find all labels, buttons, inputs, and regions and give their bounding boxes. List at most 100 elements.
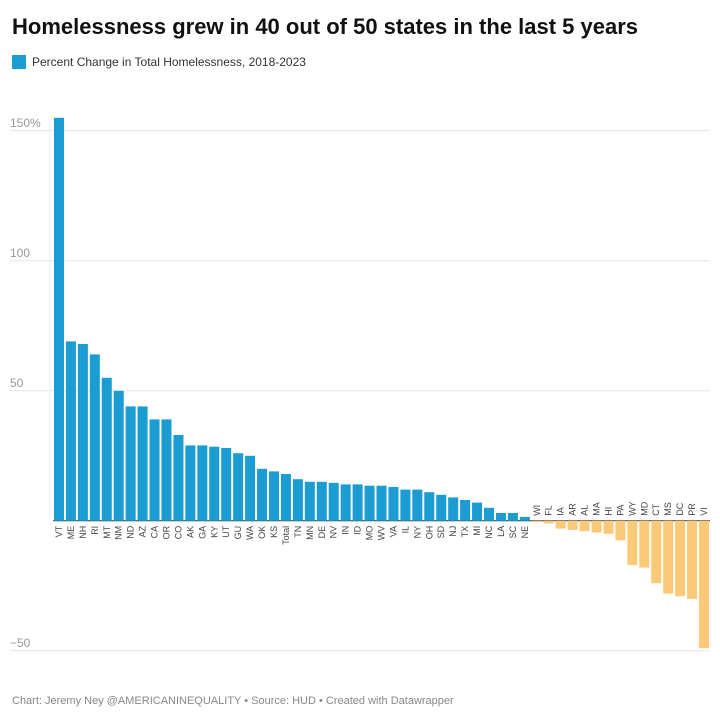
x-tick-label: AR [568, 503, 578, 516]
bar [101, 377, 112, 521]
x-tick-label: DC [675, 502, 685, 515]
x-tick-label: ND [126, 525, 136, 538]
x-tick-label: LA [496, 526, 506, 537]
bar [245, 455, 256, 521]
bar [352, 484, 363, 521]
bar [675, 520, 686, 597]
x-tick-label: TX [460, 526, 470, 538]
bar [161, 419, 172, 521]
y-tick-label: 150% [10, 116, 41, 130]
bar [77, 344, 88, 521]
x-tick-label: KS [269, 526, 279, 538]
x-tick-label: AK [185, 526, 195, 538]
legend-label: Percent Change in Total Homelessness, 20… [32, 55, 306, 69]
bar [651, 520, 662, 584]
x-tick-label: OK [257, 526, 267, 539]
x-tick-label: PR [687, 503, 697, 516]
bar [687, 520, 698, 599]
bar [316, 481, 327, 521]
x-tick-label: IA [556, 507, 566, 516]
bar [328, 482, 339, 521]
y-tick-label: 100 [10, 246, 30, 260]
x-tick-label: ID [353, 525, 363, 535]
bar [257, 468, 268, 521]
x-tick-label: AZ [138, 525, 148, 537]
bar [448, 497, 459, 521]
x-tick-label: VA [388, 526, 398, 537]
x-tick-label: NC [484, 525, 494, 538]
bar [125, 406, 136, 521]
x-tick-label: UT [221, 525, 231, 537]
x-tick-label: VT [54, 525, 64, 537]
y-tick-label: −50 [10, 636, 31, 650]
x-tick-label: CT [651, 503, 661, 515]
bar [699, 520, 710, 649]
bar [639, 520, 650, 568]
bar [555, 520, 566, 529]
y-tick-label: 50 [10, 376, 24, 390]
x-tick-label: GA [197, 526, 207, 539]
bar [495, 513, 506, 521]
x-tick-label: GU [233, 526, 243, 540]
x-tick-label: NM [114, 526, 124, 540]
x-tick-label: WI [532, 505, 542, 516]
bar [436, 494, 447, 521]
chart-title: Homelessness grew in 40 out of 50 states… [12, 14, 638, 39]
bar [412, 489, 423, 521]
bar [519, 516, 530, 521]
x-tick-label: PA [615, 504, 625, 515]
bar [579, 520, 590, 532]
bar [89, 354, 100, 521]
footer: Chart: Jeremy Ney @AMERICANINEQUALITY • … [12, 695, 454, 707]
bar [268, 471, 280, 521]
x-tick-label: NE [520, 526, 530, 539]
x-tick-label: IN [341, 526, 351, 535]
bar [65, 341, 76, 521]
bar [280, 474, 291, 521]
x-tick-label: IL [400, 526, 410, 534]
x-tick-label: HI [603, 507, 613, 516]
bar [472, 502, 483, 521]
x-tick-label: MS [663, 502, 673, 516]
bar [591, 520, 602, 533]
bar [292, 479, 303, 521]
bar [173, 435, 184, 521]
x-tick-label: MO [365, 526, 375, 541]
x-tick-label: WA [245, 526, 255, 540]
x-tick-label: MN [305, 526, 315, 540]
x-tick-label: Total [281, 526, 291, 545]
bar [340, 484, 351, 521]
bar [376, 485, 387, 521]
bar [233, 453, 244, 521]
x-tick-label: MI [472, 526, 482, 536]
bar [209, 446, 220, 521]
bar [567, 520, 578, 530]
bar [113, 390, 124, 521]
bar [603, 520, 614, 534]
bar [531, 520, 542, 523]
x-tick-label: VI [699, 507, 709, 516]
bar [460, 500, 471, 521]
bar [53, 117, 64, 521]
bar [364, 485, 375, 521]
x-tick-label: NV [329, 526, 339, 539]
x-tick-label: WV [377, 526, 387, 541]
x-tick-label: OR [161, 525, 171, 539]
bar [149, 419, 160, 521]
x-tick-label: SD [436, 525, 446, 538]
bar [388, 487, 399, 521]
x-tick-label: CA [150, 526, 160, 539]
x-tick-label: MA [592, 502, 602, 516]
bar [615, 520, 626, 541]
x-tick-label: NY [412, 526, 422, 539]
x-tick-label: OH [424, 526, 434, 540]
x-tick-label: SC [508, 525, 518, 538]
bar [543, 520, 554, 524]
bar [627, 520, 638, 565]
x-tick-label: AL [580, 505, 590, 516]
x-tick-label: NJ [448, 526, 458, 537]
x-tick-label: TN [293, 526, 303, 538]
bar [304, 481, 315, 521]
bar [137, 406, 148, 521]
